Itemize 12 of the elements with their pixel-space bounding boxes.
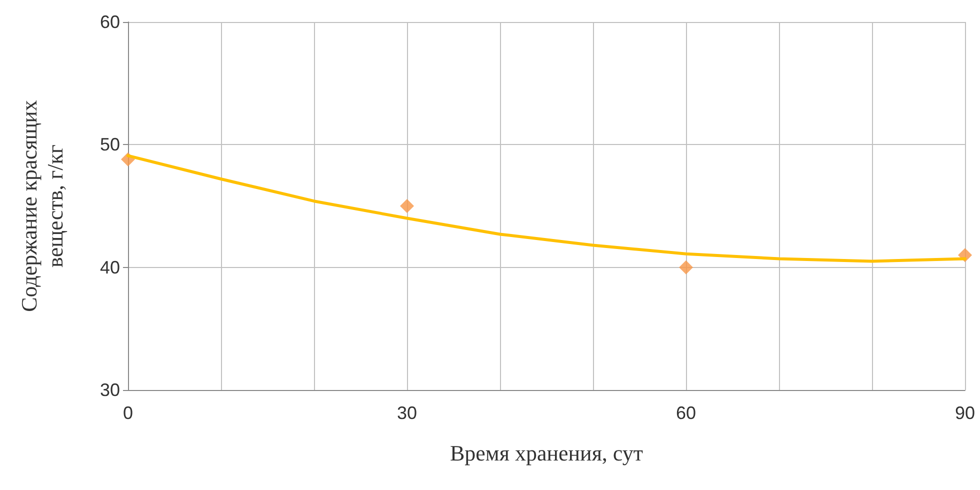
x-tick-label: 30 — [396, 403, 418, 423]
point — [400, 199, 414, 213]
x-tick-label: 0 — [122, 403, 134, 423]
y-tick-label: 50 — [100, 134, 120, 155]
x-tick-label: 60 — [676, 403, 696, 423]
y-axis-title: Содержание красящих веществ, г/кг — [16, 100, 68, 312]
point — [679, 260, 693, 274]
y-tick-label: 40 — [100, 257, 120, 278]
y-tick-label: 30 — [100, 380, 120, 400]
x-tick-label: 90 — [954, 403, 976, 423]
x-axis-title: Время хранения, сут — [450, 440, 644, 466]
y-tick-label: 60 — [100, 12, 120, 32]
